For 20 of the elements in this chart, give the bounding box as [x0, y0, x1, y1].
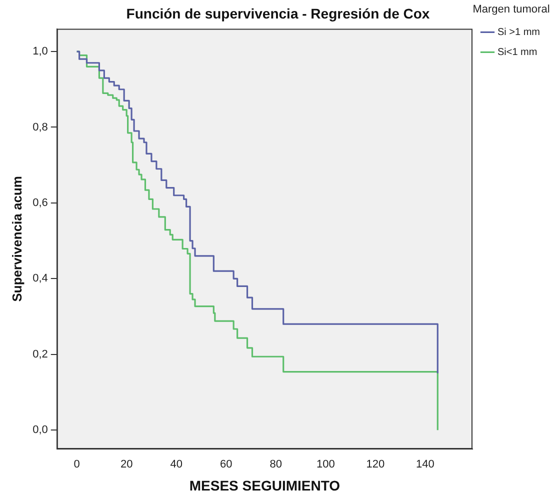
x-tick-label: 60 [220, 458, 232, 471]
y-tick-label: 1,0 [32, 46, 48, 58]
legend-label: Si<1 mm [497, 46, 538, 58]
x-tick-label: 120 [366, 458, 385, 471]
x-tick-label: 20 [120, 458, 133, 471]
y-tick-label: 0,8 [32, 121, 48, 134]
x-tick-label: 0 [74, 458, 80, 471]
x-tick-label: 80 [270, 458, 282, 471]
legend-title: Margen tumoral [472, 4, 550, 16]
y-axis-title: Supervivencia acum [9, 176, 24, 302]
y-tick-label: 0,4 [32, 272, 48, 285]
x-axis-title: MESES SEGUIMIENTO [189, 477, 340, 494]
x-tick-label: 40 [170, 458, 182, 471]
x-tick-label: 140 [416, 458, 434, 471]
chart-title: Función de supervivencia - Regresión de Cox [126, 5, 430, 22]
x-tick-label: 100 [316, 458, 335, 471]
legend-label: Si >1 mm [497, 26, 540, 38]
y-tick-label: 0,6 [32, 196, 48, 209]
y-tick-label: 0,0 [32, 424, 48, 436]
y-tick-label: 0,2 [32, 348, 48, 360]
